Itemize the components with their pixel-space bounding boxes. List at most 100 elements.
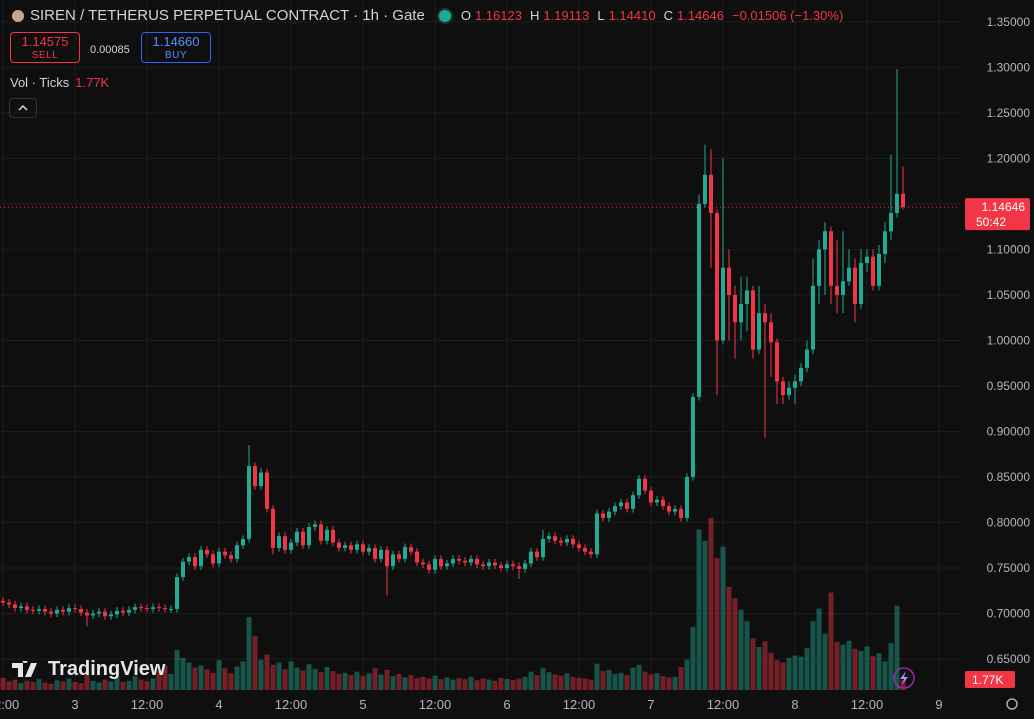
y-tick-label: 0.75000 xyxy=(987,561,1031,575)
market-status xyxy=(438,9,451,22)
volume-bar xyxy=(0,677,6,690)
volume-bar xyxy=(60,681,66,690)
candle-body xyxy=(853,267,857,305)
candle-body xyxy=(385,549,389,567)
candle-body xyxy=(769,322,773,343)
candle-body xyxy=(271,508,275,548)
candle-body xyxy=(157,607,161,609)
candle-body xyxy=(73,608,77,610)
buy-label: BUY xyxy=(164,50,188,61)
candle-body xyxy=(31,609,35,611)
volume-bar xyxy=(666,677,672,690)
volume-bar xyxy=(630,667,636,690)
candle-body xyxy=(727,267,731,295)
candle-body xyxy=(529,551,533,564)
volume-bar xyxy=(792,655,798,690)
candle-body xyxy=(865,256,869,264)
candle-body xyxy=(67,608,71,612)
x-tick-label: 9 xyxy=(935,697,942,712)
candle-body xyxy=(277,536,281,548)
collapse-icon xyxy=(18,104,28,111)
x-tick-label: 8 xyxy=(791,697,798,712)
settings-icon[interactable] xyxy=(1006,698,1018,710)
ohlc-key: L xyxy=(597,8,605,23)
sell-button[interactable]: 1.14575 SELL xyxy=(10,32,80,63)
volume-bar xyxy=(204,669,210,690)
volume-bar xyxy=(672,676,678,690)
x-tick-label: 12:00 xyxy=(707,697,740,712)
volume-bar xyxy=(306,664,312,690)
ohlc-key: H xyxy=(529,8,540,23)
volume-bar xyxy=(174,649,180,690)
volume-bar xyxy=(450,679,456,690)
alert-icon[interactable] xyxy=(893,667,915,689)
volume-bar xyxy=(774,660,780,690)
candle-body xyxy=(823,231,827,250)
volume-bar xyxy=(786,657,792,690)
volume-bar xyxy=(312,668,318,690)
candle-body xyxy=(151,607,155,609)
volume-bar xyxy=(744,621,750,690)
candle-body xyxy=(781,381,785,396)
volume-bar xyxy=(858,651,864,690)
volume-bar xyxy=(618,672,624,690)
buy-button[interactable]: 1.14660 BUY xyxy=(141,32,211,63)
candle-body xyxy=(79,608,83,613)
candle-body xyxy=(649,490,653,503)
volume-bar xyxy=(240,661,246,690)
last-price-label: 1.14646 xyxy=(982,200,1026,214)
candle-body xyxy=(325,529,329,541)
volume-bar xyxy=(606,669,612,690)
candle-body xyxy=(265,472,269,509)
y-tick-label: 1.30000 xyxy=(987,60,1031,74)
candle-body xyxy=(217,551,221,564)
candle-body xyxy=(583,547,587,552)
symbol-logo xyxy=(12,9,24,22)
candle-body xyxy=(589,551,593,555)
volume-bar xyxy=(264,654,270,690)
volume-bar xyxy=(528,671,534,690)
volume-bar xyxy=(588,679,594,690)
y-tick-label: 1.05000 xyxy=(987,288,1031,302)
sell-label: SELL xyxy=(31,50,59,61)
candle-body xyxy=(703,174,707,204)
candle-body xyxy=(751,290,755,350)
volume-bar xyxy=(282,669,288,690)
ohlc-value: 1.14410 xyxy=(608,8,656,23)
candle-body xyxy=(85,612,89,616)
candle-body xyxy=(97,611,101,614)
candle-body xyxy=(709,174,713,214)
volume-bar xyxy=(348,675,354,690)
candle-body xyxy=(145,608,149,610)
volume-bar xyxy=(156,669,162,690)
volume-bar xyxy=(48,683,54,690)
candle-body xyxy=(523,563,527,569)
candle-body xyxy=(829,231,833,286)
volume-bar xyxy=(504,679,510,690)
volume-bar xyxy=(132,676,138,690)
volume-bar xyxy=(798,656,804,690)
candle-body xyxy=(511,564,515,567)
candle-body xyxy=(91,613,95,616)
candle-body xyxy=(775,342,779,382)
candle-body xyxy=(607,511,611,518)
candle-body xyxy=(565,538,569,543)
collapse-button[interactable] xyxy=(9,98,37,118)
volume-bar xyxy=(366,673,372,690)
candle-body xyxy=(655,499,659,503)
volume-bar xyxy=(168,673,174,690)
volume-bar xyxy=(516,678,522,690)
y-tick-label: 1.00000 xyxy=(987,333,1031,347)
last-price-badge xyxy=(965,198,1030,231)
brand-icon xyxy=(12,660,37,677)
candle-body xyxy=(25,606,29,610)
volume-bar xyxy=(330,671,336,690)
volume-bar xyxy=(882,661,888,690)
volume-bar xyxy=(138,679,144,690)
candle-body xyxy=(445,563,449,567)
candle-body xyxy=(319,524,323,541)
candle-body xyxy=(745,290,749,305)
volume-bar xyxy=(558,675,564,690)
candle-body xyxy=(553,536,557,541)
